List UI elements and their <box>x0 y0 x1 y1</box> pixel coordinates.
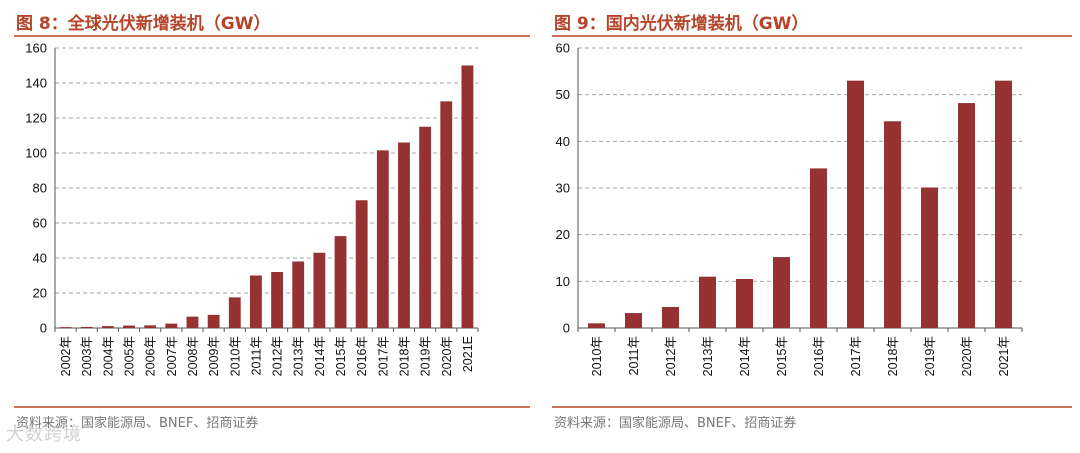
bar <box>846 80 865 329</box>
bar <box>271 272 283 328</box>
bar <box>809 168 828 328</box>
bar <box>398 142 410 328</box>
bar <box>59 327 72 328</box>
bar <box>883 121 902 329</box>
bar <box>165 323 178 328</box>
x-tick-label: 2017年 <box>849 336 863 376</box>
bar <box>440 101 453 328</box>
chart-title: 图 9：国内光伏新增装机（GW） <box>554 14 809 34</box>
x-tick-label: 2019年 <box>923 336 937 376</box>
y-tick-label: 0 <box>563 321 570 336</box>
bar <box>419 126 432 328</box>
chart-panel-domestic: 图 9：国内光伏新增装机（GW） 0 10 20 30 40 50 60 2010年 2011年… <box>548 0 1080 453</box>
x-tick-label: 2019年 <box>419 336 433 376</box>
x-tick-label: 2006年 <box>144 336 158 376</box>
y-tick-label: 40 <box>33 251 47 266</box>
bar <box>355 200 368 328</box>
bar <box>186 316 199 328</box>
domestic-pv-bar-chart: 0 10 20 30 40 50 60 2010年 2011年 2012年 2013年 2014年 20… <box>556 41 1023 376</box>
x-tick-label: 2016年 <box>355 336 369 376</box>
x-tick-label: 2015年 <box>775 336 789 376</box>
x-tick-label: 2021E <box>461 336 475 372</box>
x-tick-label: 2012年 <box>271 336 285 376</box>
y-tick-label: 20 <box>556 227 570 242</box>
y-tick-label: 30 <box>556 181 570 196</box>
x-tick-label: 2010年 <box>590 336 604 376</box>
x-tick-label: 2011年 <box>627 336 641 375</box>
bottom-divider <box>14 406 530 408</box>
y-tick-label: 100 <box>25 146 47 161</box>
x-tick-label: 2011年 <box>249 336 263 375</box>
x-tick-label: 2018年 <box>886 336 900 376</box>
x-tick-label: 2021年 <box>997 336 1011 376</box>
bar <box>735 279 754 328</box>
bar <box>292 261 305 328</box>
bar <box>334 236 347 328</box>
bar <box>101 326 114 328</box>
y-tick-label: 60 <box>556 41 570 56</box>
y-tick-label: 160 <box>25 41 47 56</box>
y-tick-label: 50 <box>556 87 570 102</box>
x-tick-label: 2015年 <box>334 336 348 376</box>
title-divider <box>14 35 530 37</box>
bar <box>123 325 135 328</box>
x-tick-label: 2014年 <box>313 336 327 376</box>
y-tick-label: 80 <box>33 181 47 196</box>
title-divider <box>552 35 1072 37</box>
x-tick-label: 2013年 <box>701 336 715 376</box>
bar <box>228 297 241 328</box>
bar <box>376 150 389 328</box>
bar <box>698 276 717 328</box>
bar <box>250 275 262 328</box>
bar <box>624 313 643 328</box>
bar <box>144 325 157 328</box>
x-tick-label: 2020年 <box>960 336 974 376</box>
x-tick-label: 2005年 <box>123 336 137 376</box>
y-tick-label: 120 <box>25 111 47 126</box>
bar <box>920 187 939 328</box>
x-tick-label: 2018年 <box>397 336 411 376</box>
bar <box>461 65 474 328</box>
y-tick-label: 140 <box>25 76 47 91</box>
x-tick-label: 2012年 <box>664 336 678 376</box>
bar <box>661 307 680 328</box>
y-tick-label: 60 <box>33 216 47 231</box>
x-tick-label: 2008年 <box>186 336 200 376</box>
x-tick-label: 2009年 <box>207 336 221 376</box>
y-tick-label: 10 <box>556 274 570 289</box>
x-tick-label: 2004年 <box>101 336 115 376</box>
x-tick-label: 2003年 <box>80 336 94 376</box>
source-note: 资料来源：国家能源局、BNEF、招商证券 <box>16 416 259 431</box>
x-tick-label: 2007年 <box>165 336 179 376</box>
bar <box>772 257 791 328</box>
bottom-divider <box>552 406 1072 408</box>
chart-title: 图 8：全球光伏新增装机（GW） <box>16 14 271 34</box>
global-pv-bar-chart: 0 20 40 60 80 100 120 140 160 2002年 2003年 2004年 2005… <box>25 41 479 376</box>
x-tick-label: 2002年 <box>59 336 73 376</box>
source-note: 资料来源：国家能源局、BNEF、招商证券 <box>554 416 797 431</box>
bar <box>80 326 93 328</box>
bar <box>994 80 1013 329</box>
y-tick-label: 40 <box>556 134 570 149</box>
x-tick-label: 2013年 <box>292 336 306 376</box>
x-tick-label: 2017年 <box>376 336 390 376</box>
x-tick-label: 2016年 <box>812 336 826 376</box>
x-tick-label: 2014年 <box>738 336 752 376</box>
x-tick-label: 2010年 <box>228 336 242 376</box>
bar <box>957 103 976 328</box>
chart-panel-global: 图 8：全球光伏新增装机（GW） 0 20 40 60 80 100 120 140 160 20… <box>14 14 530 431</box>
x-tick-label: 2020年 <box>440 336 454 376</box>
y-tick-label: 20 <box>33 286 47 301</box>
bar <box>313 252 326 328</box>
watermark: 大数跨境 <box>6 424 82 445</box>
y-tick-label: 0 <box>40 321 47 336</box>
bar <box>207 314 220 328</box>
bar <box>587 323 606 328</box>
